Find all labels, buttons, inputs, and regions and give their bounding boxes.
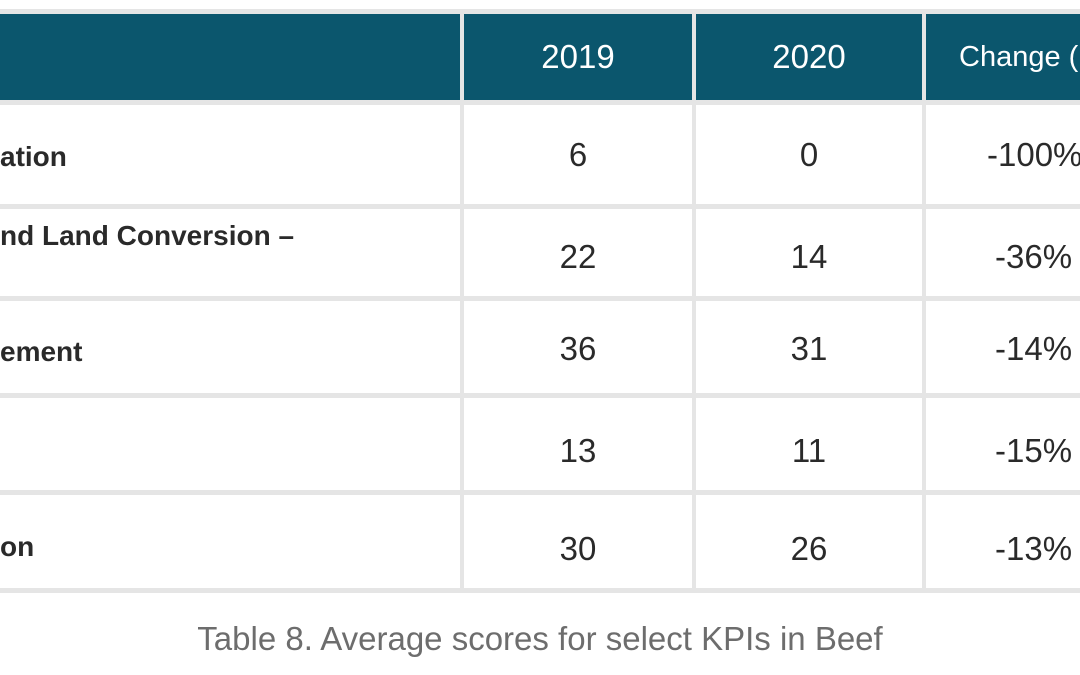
table-row-3-kpi: ement	[0, 301, 460, 392]
grid-line-header-bottom	[0, 100, 1080, 105]
table-row-1-2020: 0	[696, 105, 922, 204]
header-2020-cell: 2020	[696, 14, 922, 100]
grid-line-top	[0, 9, 1080, 14]
value-2020: 14	[790, 237, 828, 275]
kpi-label: ation	[0, 141, 67, 172]
header-2019-cell: 2019	[464, 14, 692, 100]
value-2020: 11	[791, 431, 827, 469]
table-row-5-2020: 26	[696, 495, 922, 588]
value-2019: 30	[559, 529, 597, 567]
header-2019-label: 2019	[541, 38, 615, 75]
table-row-2-2019: 22	[464, 209, 692, 296]
table-row-5-kpi: on	[0, 495, 460, 588]
value-2019: 13	[559, 431, 597, 469]
grid-line-row-1	[0, 204, 1080, 209]
table-row-4-2019: 13	[464, 398, 692, 489]
table-row-4-2020: 11	[696, 398, 922, 489]
grid-line-col-3	[922, 9, 926, 593]
table-row-4-change: -15%	[926, 398, 1080, 489]
header-2020-label: 2020	[772, 38, 846, 75]
table-row-1-2019: 6	[464, 105, 692, 204]
value-change: -14%	[995, 329, 1073, 367]
table-row-4-kpi	[0, 398, 460, 489]
table-row-5-2019: 30	[464, 495, 692, 588]
grid-line-row-4	[0, 490, 1080, 495]
table-row-1-kpi: ation	[0, 105, 460, 204]
value-2020: 31	[790, 329, 828, 367]
header-kpi-cell	[0, 14, 460, 100]
value-2020: 26	[790, 529, 828, 567]
value-2019: 22	[559, 237, 597, 275]
grid-line-row-2	[0, 296, 1080, 301]
header-change-cell: Change (	[926, 14, 1080, 100]
value-change: -100%	[987, 135, 1080, 173]
grid-line-row-3	[0, 393, 1080, 398]
grid-line-col-1	[460, 9, 464, 593]
table-row-2-change: -36%	[926, 209, 1080, 296]
value-change: -13%	[995, 529, 1073, 567]
value-2020: 0	[799, 135, 819, 173]
kpi-label: ement	[0, 336, 83, 367]
table-row-3-change: -14%	[926, 301, 1080, 392]
header-change-label: Change (	[959, 40, 1079, 73]
table-caption: Table 8. Average scores for select KPIs …	[197, 620, 883, 657]
value-change: -36%	[995, 237, 1073, 275]
table-row-3-2019: 36	[464, 301, 692, 392]
table-row-2-2020: 14	[696, 209, 922, 296]
grid-line-col-2	[692, 9, 696, 593]
value-2019: 36	[559, 329, 597, 367]
value-change: -15%	[995, 431, 1073, 469]
table-row-5-change: -13%	[926, 495, 1080, 588]
value-2019: 6	[568, 135, 588, 173]
table-row-1-change: -100%	[926, 105, 1080, 204]
table-row-3-2020: 31	[696, 301, 922, 392]
kpi-label: nd Land Conversion –	[0, 220, 295, 251]
grid-line-bottom	[0, 588, 1080, 593]
kpi-label: on	[0, 531, 35, 562]
table-row-2-kpi: nd Land Conversion –	[0, 209, 460, 296]
